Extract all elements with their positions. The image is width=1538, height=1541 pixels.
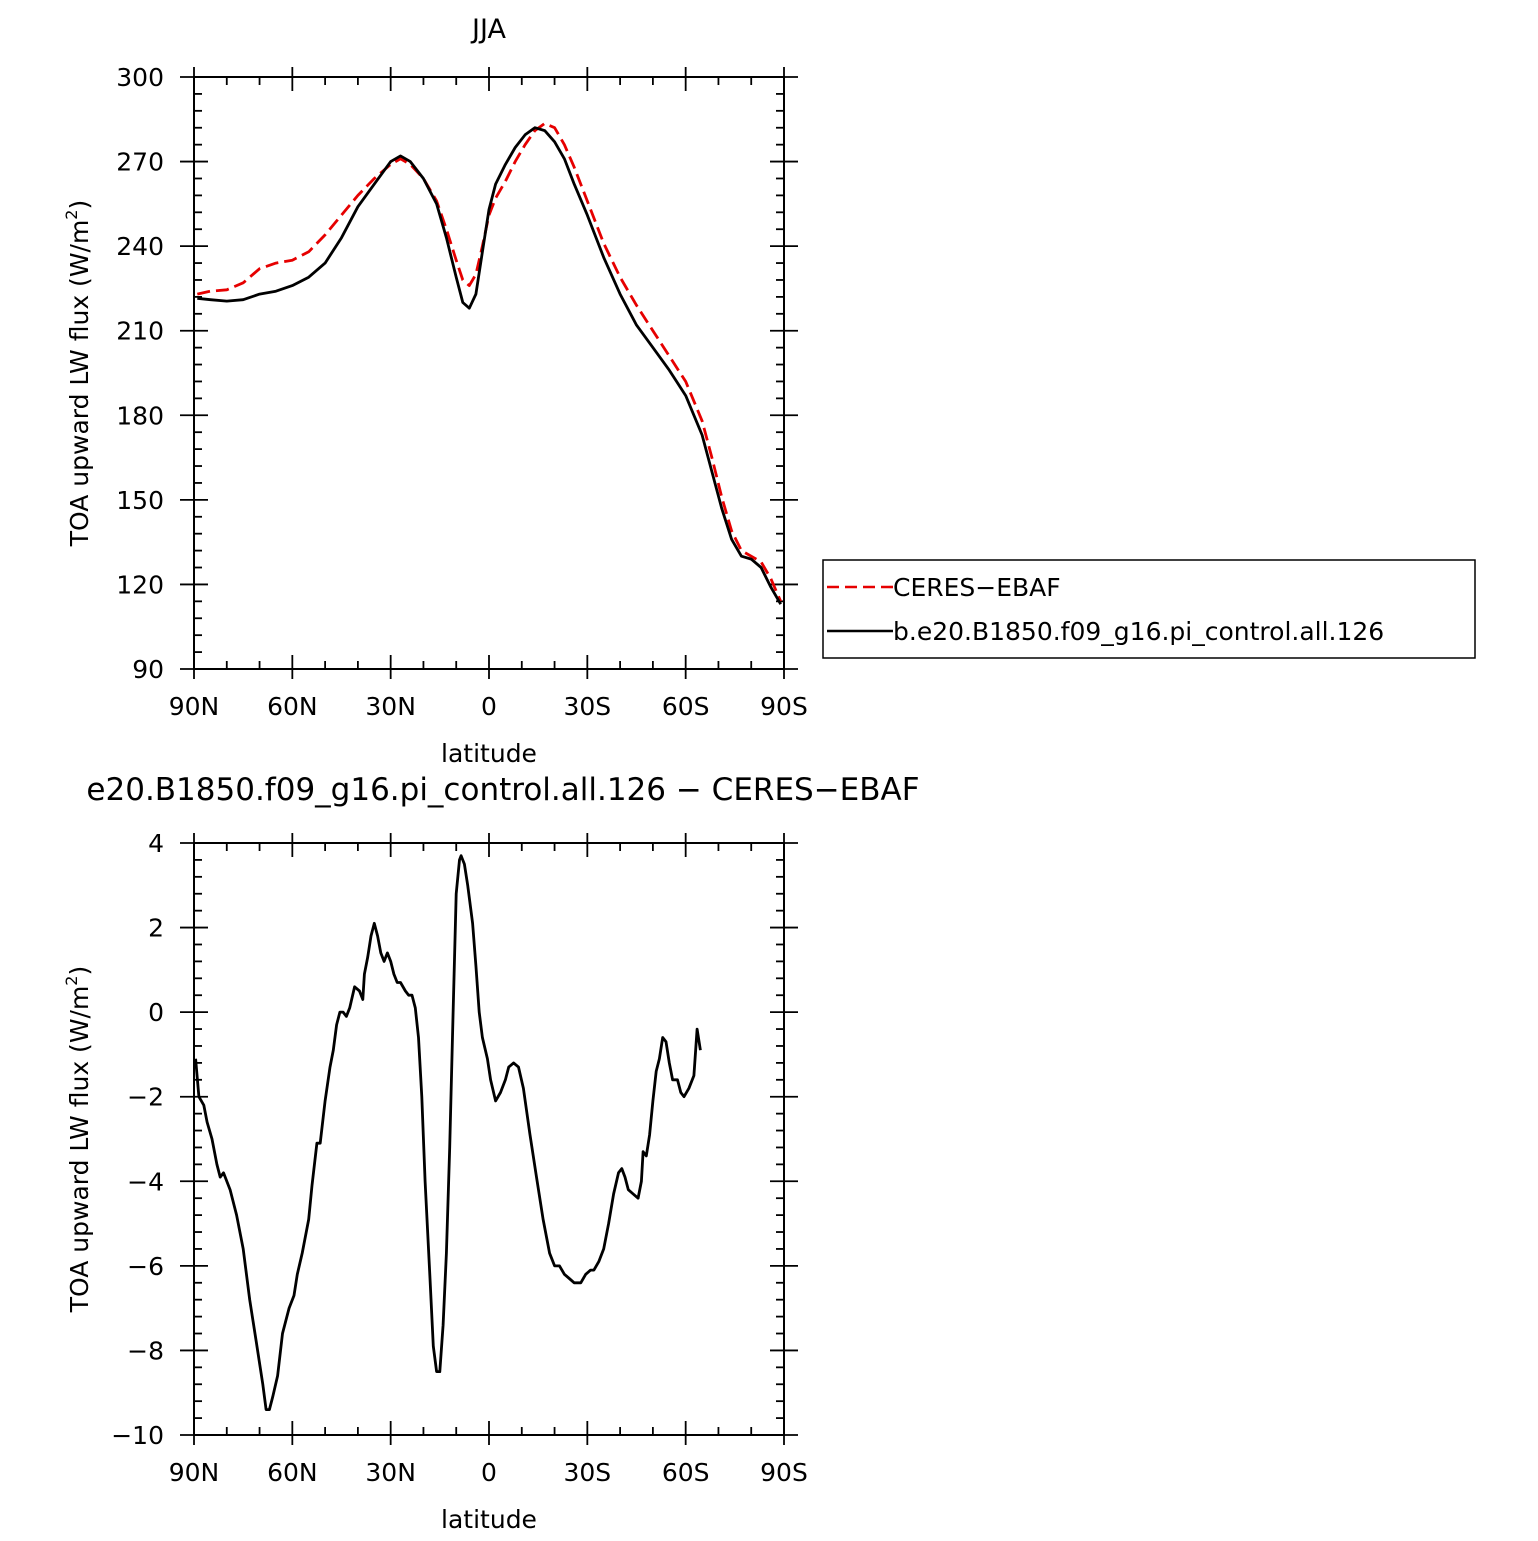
top-panel: JJA 90N 60N 30N 0 30S 60S 90S 90 120 150 180 210 240… — [62, 14, 1476, 768]
top-x-tick-label: 30S — [563, 692, 611, 721]
bottom-x-tick-label: 90S — [760, 1458, 808, 1487]
bottom-y-tick-label: −10 — [111, 1421, 164, 1450]
bottom-y-tick-label: −2 — [127, 1083, 164, 1112]
top-plot-area: 90N 60N 30N 0 30S 60S 90S 90 120 150 180 210 240 270 3… — [116, 63, 808, 721]
top-x-tick-label: 0 — [481, 692, 497, 721]
bottom-y-tick-label: −8 — [127, 1336, 164, 1365]
top-chart-title: JJA — [470, 14, 506, 45]
bottom-x-tick-label: 90N — [169, 1458, 220, 1487]
top-y-tick-label: 300 — [116, 63, 164, 92]
top-x-tick-label: 60N — [267, 692, 318, 721]
bottom-x-tick-label: 0 — [481, 1458, 497, 1487]
legend-label-model: b.e20.B1850.f09_g16.pi_control.all.126 — [893, 617, 1384, 646]
legend-box — [822, 559, 1476, 659]
top-x-tick-label: 90S — [760, 692, 808, 721]
bottom-y-axis-label: TOA upward LW flux (W/m2) — [62, 966, 94, 1314]
bottom-series-line-0 — [194, 854, 702, 1411]
bottom-x-axis-label: latitude — [441, 1505, 537, 1534]
bottom-y-tick-label: 4 — [148, 829, 164, 858]
top-y-tick-label: 240 — [116, 232, 164, 261]
bottom-panel: e20.B1850.f09_g16.pi_control.all.126 − C… — [62, 772, 920, 1534]
bottom-x-tick-label: 60N — [267, 1458, 318, 1487]
bottom-plot-frame — [193, 842, 785, 1436]
legend: CERES−EBAF b.e20.B1850.f09_g16.pi_contro… — [822, 559, 1476, 659]
top-y-tick-label: 210 — [116, 317, 164, 346]
bottom-y-tick-label: −6 — [127, 1252, 164, 1281]
top-y-tick-label: 270 — [116, 148, 164, 177]
top-x-tick-label: 60S — [662, 692, 710, 721]
bottom-y-tick-label: −4 — [127, 1167, 164, 1196]
bottom-chart-title: e20.B1850.f09_g16.pi_control.all.126 − C… — [86, 772, 919, 808]
legend-label-ceres: CERES−EBAF — [893, 573, 1061, 602]
top-x-tick-label: 90N — [169, 692, 220, 721]
bottom-y-tick-label: 0 — [148, 998, 164, 1027]
bottom-y-tick-label: 2 — [148, 914, 164, 943]
bottom-plot-area: 90N 60N 30N 0 30S 60S 90S −10 −8 −6 −4 −2 0 2 4 — [111, 829, 808, 1487]
top-y-tick-label: 120 — [116, 570, 164, 599]
top-plot-frame — [193, 76, 785, 670]
top-y-tick-label: 90 — [132, 655, 164, 684]
bottom-x-tick-label: 30N — [365, 1458, 416, 1487]
top-y-tick-label: 180 — [116, 401, 164, 430]
top-y-axis-label: TOA upward LW flux (W/m2) — [62, 200, 94, 548]
top-x-tick-label: 30N — [365, 692, 416, 721]
top-series-line-0 — [196, 122, 782, 602]
bottom-x-tick-label: 60S — [662, 1458, 710, 1487]
top-y-tick-label: 150 — [116, 486, 164, 515]
top-x-axis-label: latitude — [441, 739, 537, 768]
bottom-x-tick-label: 30S — [563, 1458, 611, 1487]
top-series-line-1 — [197, 126, 782, 605]
